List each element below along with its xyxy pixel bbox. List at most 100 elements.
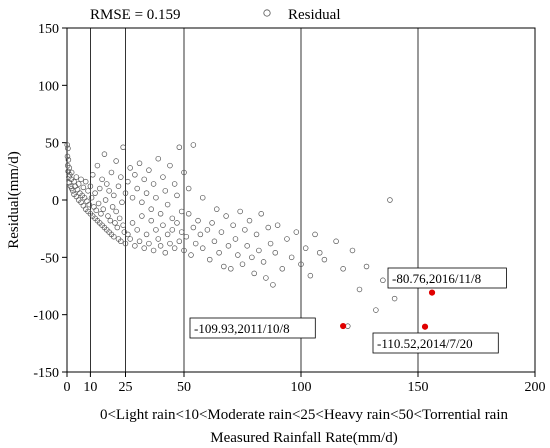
residual-point xyxy=(101,151,108,157)
residual-point xyxy=(181,247,187,254)
residual-point xyxy=(195,217,201,224)
residual-point xyxy=(265,224,271,231)
residual-point xyxy=(190,224,197,231)
residual-point xyxy=(150,247,157,254)
y-axis-title: Residual(mm/d) xyxy=(6,151,22,249)
residual-point xyxy=(321,256,328,263)
residual-point xyxy=(197,231,204,238)
highlight-point-1 xyxy=(340,322,347,330)
rmse-label: RMSE = 0.159 xyxy=(90,7,181,23)
residual-point xyxy=(223,213,229,219)
residual-point xyxy=(127,165,133,171)
residual-point xyxy=(221,263,227,270)
y-tick-label-0: 0 xyxy=(52,194,59,209)
residual-point xyxy=(157,211,164,217)
residual-point xyxy=(113,158,119,164)
residual-point xyxy=(136,160,143,167)
residual-point xyxy=(258,211,264,217)
residual-point xyxy=(139,199,145,206)
residual-point xyxy=(88,194,95,201)
legend-label-residual: Residual xyxy=(288,7,341,23)
residual-point xyxy=(120,222,126,228)
residual-point xyxy=(114,224,121,231)
residual-point xyxy=(232,236,239,242)
residual-point xyxy=(185,185,192,192)
residual-point xyxy=(178,208,185,215)
residual-point xyxy=(340,266,346,272)
residual-point xyxy=(298,261,304,267)
residual-point xyxy=(249,254,255,261)
residual-point xyxy=(176,238,183,245)
residual-point xyxy=(256,247,262,254)
residual-point xyxy=(225,243,232,249)
y-tick-label--50: -50 xyxy=(40,251,59,266)
residual-point xyxy=(169,215,176,222)
residual-point xyxy=(181,169,187,176)
residual-point xyxy=(316,249,323,256)
residual-point xyxy=(73,174,80,180)
y-tick-label-100: 100 xyxy=(38,79,59,94)
residual-point xyxy=(230,222,236,228)
residual-point xyxy=(235,252,241,258)
residual-point xyxy=(148,206,154,212)
residual-point xyxy=(136,238,143,245)
residual-point xyxy=(116,215,123,222)
residual-point xyxy=(209,220,215,226)
residual-point xyxy=(86,201,92,208)
residual-point xyxy=(164,231,171,238)
residual-point xyxy=(78,176,84,183)
residual-point xyxy=(288,254,295,261)
residual-point xyxy=(80,184,87,191)
residual-point xyxy=(267,240,274,247)
residual-point xyxy=(206,256,213,263)
y-tick-label--150: -150 xyxy=(33,366,59,381)
residual-point xyxy=(246,217,253,224)
x-tick-label-150: 150 xyxy=(408,380,429,395)
residual-point xyxy=(160,222,166,228)
residual-point xyxy=(155,155,162,162)
residual-point xyxy=(244,243,250,249)
residual-point xyxy=(80,202,87,209)
residual-point xyxy=(153,227,159,233)
axis-ticks: 0 10 25 50 100 150 200 -150 -100 -50 0 50 100 150 xyxy=(33,22,545,395)
residual-point xyxy=(162,249,169,256)
x-tick-label-100: 100 xyxy=(291,380,312,395)
residual-point xyxy=(312,231,318,238)
residual-point xyxy=(118,174,124,180)
residual-point xyxy=(129,220,136,226)
annotation-label-3: -80.76,2016/11/8 xyxy=(392,271,481,286)
residual-point xyxy=(122,190,129,196)
residual-point xyxy=(157,243,164,249)
residual-point xyxy=(118,238,124,245)
annotation-label-2: -110.52,2014/7/20 xyxy=(377,336,473,351)
residual-point xyxy=(349,247,356,254)
residual-point xyxy=(284,236,290,242)
residual-point xyxy=(66,165,73,171)
residual-point xyxy=(134,227,140,233)
residual-point xyxy=(380,277,386,284)
residual-point xyxy=(141,176,147,183)
residual-point xyxy=(104,181,110,187)
residual-point xyxy=(293,229,300,235)
residual-point xyxy=(95,200,102,207)
residual-point xyxy=(363,263,370,270)
residual-point xyxy=(106,188,112,194)
residual-point xyxy=(89,172,96,178)
residual-point xyxy=(141,245,147,251)
residual-point xyxy=(113,208,119,215)
residual-point xyxy=(307,272,314,279)
residual-point xyxy=(108,169,115,176)
residual-point xyxy=(148,217,154,224)
rain-category-label: 0<Light rain<10<Moderate rain<25<Heavy r… xyxy=(100,407,509,423)
residual-point xyxy=(242,227,248,233)
x-tick-label-10: 10 xyxy=(83,380,97,395)
residual-point xyxy=(82,178,89,185)
residual-point xyxy=(93,207,99,214)
residual-point xyxy=(333,238,339,245)
residual-point xyxy=(72,183,78,189)
x-axis-title: Measured Rainfall Rate(mm/d) xyxy=(210,430,397,446)
residual-point xyxy=(204,227,211,233)
residual-point xyxy=(111,233,117,240)
residual-point xyxy=(146,167,152,173)
residual-point xyxy=(253,231,260,238)
